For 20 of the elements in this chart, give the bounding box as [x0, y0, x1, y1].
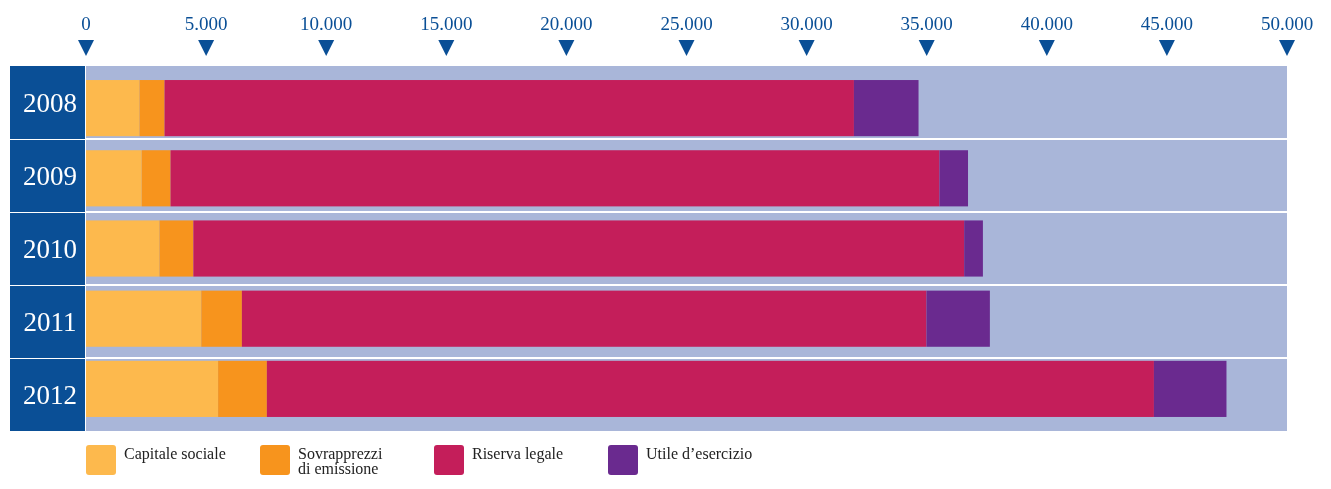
x-tick-label: 0: [81, 13, 91, 34]
legend-label: Sovrapprezzi di emissione: [298, 445, 383, 477]
x-tick-label: 40.000: [1020, 13, 1073, 34]
legend-label: Capitale sociale: [124, 445, 226, 463]
legend-label: Utile d’esercizio: [646, 445, 753, 462]
x-tick-label: 10.000: [300, 13, 353, 34]
y-tick-label: 2010: [23, 233, 77, 264]
y-tick-label: 2009: [23, 160, 77, 191]
x-tick-label: 30.000: [780, 13, 833, 34]
x-tick-label: 15.000: [420, 13, 473, 34]
x-tick-label: 20.000: [540, 13, 593, 34]
x-tick-label: 45.000: [1140, 13, 1194, 34]
x-tick-label: 25.000: [660, 13, 713, 34]
x-tick-label: 5.000: [184, 13, 228, 34]
x-tick-label: 50.000: [1260, 13, 1314, 34]
x-tick-label: 35.000: [900, 13, 953, 34]
y-tick-label: 2008: [23, 87, 77, 118]
y-tick-label: 2011: [23, 306, 77, 337]
y-tick-label: 2012: [23, 379, 77, 410]
legend-label: Riserva legale: [472, 445, 564, 463]
